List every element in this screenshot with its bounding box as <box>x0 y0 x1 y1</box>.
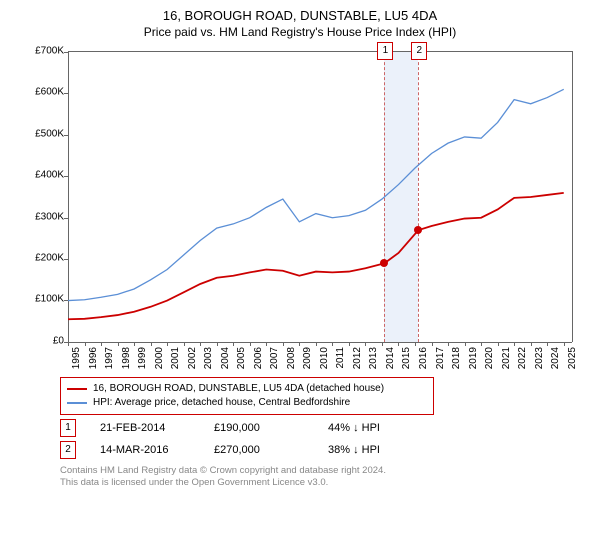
legend: 16, BOROUGH ROAD, DUNSTABLE, LU5 4DA (de… <box>60 377 434 415</box>
x-tick-label: 1997 <box>104 347 115 369</box>
y-tick-label: £400K <box>35 170 64 181</box>
marker-tab-1: 1 <box>377 42 393 60</box>
x-tick-label: 2018 <box>451 347 462 369</box>
x-tick-label: 2009 <box>302 347 313 369</box>
sale-row-1: 1 21-FEB-2014 £190,000 44% ↓ HPI <box>60 419 588 437</box>
x-tick-label: 2022 <box>517 347 528 369</box>
y-tick-label: £700K <box>35 45 64 56</box>
x-tick-label: 1998 <box>121 347 132 369</box>
x-tick-label: 2004 <box>220 347 231 369</box>
sale-row-delta: 38% ↓ HPI <box>328 444 418 456</box>
legend-row-hpi: HPI: Average price, detached house, Cent… <box>67 396 427 410</box>
sale-dot-2 <box>414 226 422 234</box>
legend-row-property: 16, BOROUGH ROAD, DUNSTABLE, LU5 4DA (de… <box>67 382 427 396</box>
x-tick-label: 2005 <box>236 347 247 369</box>
x-tick-label: 2013 <box>368 347 379 369</box>
x-tick-label: 2023 <box>534 347 545 369</box>
chart-subtitle: Price paid vs. HM Land Registry's House … <box>12 25 588 39</box>
x-tick-label: 2020 <box>484 347 495 369</box>
y-tick-label: £600K <box>35 87 64 98</box>
x-tick-label: 2010 <box>319 347 330 369</box>
x-tick-label: 2011 <box>335 347 346 369</box>
marker-tab-2: 2 <box>411 42 427 60</box>
sale-row-price: £270,000 <box>214 444 304 456</box>
y-tick-label: £500K <box>35 128 64 139</box>
footer-attribution: Contains HM Land Registry data © Crown c… <box>60 465 588 490</box>
sale-row-price: £190,000 <box>214 422 304 434</box>
x-tick-label: 2024 <box>550 347 561 369</box>
series-hpi <box>68 89 564 300</box>
footer-line-1: Contains HM Land Registry data © Crown c… <box>60 465 588 477</box>
y-axis: £0£100K£200K£300K£400K£500K£600K£700K <box>20 51 66 341</box>
legend-swatch <box>67 388 87 390</box>
series-property <box>68 193 564 319</box>
chart-title: 16, BOROUGH ROAD, DUNSTABLE, LU5 4DA <box>12 8 588 25</box>
sale-row-2: 2 14-MAR-2016 £270,000 38% ↓ HPI <box>60 441 588 459</box>
x-tick-label: 2017 <box>435 347 446 369</box>
y-tick-label: £0 <box>53 335 64 346</box>
x-tick-label: 1999 <box>137 347 148 369</box>
x-tick-label: 2001 <box>170 347 181 369</box>
x-tick-label: 2007 <box>269 347 280 369</box>
sale-row-delta: 44% ↓ HPI <box>328 422 418 434</box>
legend-swatch <box>67 402 87 404</box>
legend-label: 16, BOROUGH ROAD, DUNSTABLE, LU5 4DA (de… <box>93 382 384 396</box>
x-tick-label: 2014 <box>385 347 396 369</box>
x-tick-label: 2015 <box>401 347 412 369</box>
x-tick-label: 2003 <box>203 347 214 369</box>
x-tick-label: 2021 <box>501 347 512 369</box>
x-tick-label: 2016 <box>418 347 429 369</box>
x-tick-label: 2008 <box>286 347 297 369</box>
sale-row-marker: 2 <box>60 441 76 459</box>
x-tick-label: 1996 <box>88 347 99 369</box>
x-tick-label: 2019 <box>468 347 479 369</box>
x-axis: 1995 1996 1997 1998 1999 2000 2001 2002 2003 2004… <box>68 343 572 373</box>
series-svg <box>68 52 572 342</box>
y-tick-label: £100K <box>35 294 64 305</box>
sale-row-date: 14-MAR-2016 <box>100 444 190 456</box>
sale-points-table: 1 21-FEB-2014 £190,000 44% ↓ HPI 2 14-MAR-201… <box>60 419 588 459</box>
x-tick-label: 2025 <box>567 347 578 369</box>
sale-row-marker: 1 <box>60 419 76 437</box>
x-tick-label: 2012 <box>352 347 363 369</box>
y-tick-label: £200K <box>35 253 64 264</box>
legend-label: HPI: Average price, detached house, Cent… <box>93 396 350 410</box>
x-tick-label: 2000 <box>154 347 165 369</box>
x-tick-label: 2006 <box>253 347 264 369</box>
sale-dot-1 <box>380 259 388 267</box>
plot-region: 12 <box>68 51 573 342</box>
footer-line-2: This data is licensed under the Open Gov… <box>60 477 588 489</box>
chart-area: £0£100K£200K£300K£400K£500K£600K£700K 12… <box>20 45 580 375</box>
sale-row-date: 21-FEB-2014 <box>100 422 190 434</box>
x-tick-label: 1995 <box>71 347 82 369</box>
y-tick-label: £300K <box>35 211 64 222</box>
x-tick-label: 2002 <box>187 347 198 369</box>
